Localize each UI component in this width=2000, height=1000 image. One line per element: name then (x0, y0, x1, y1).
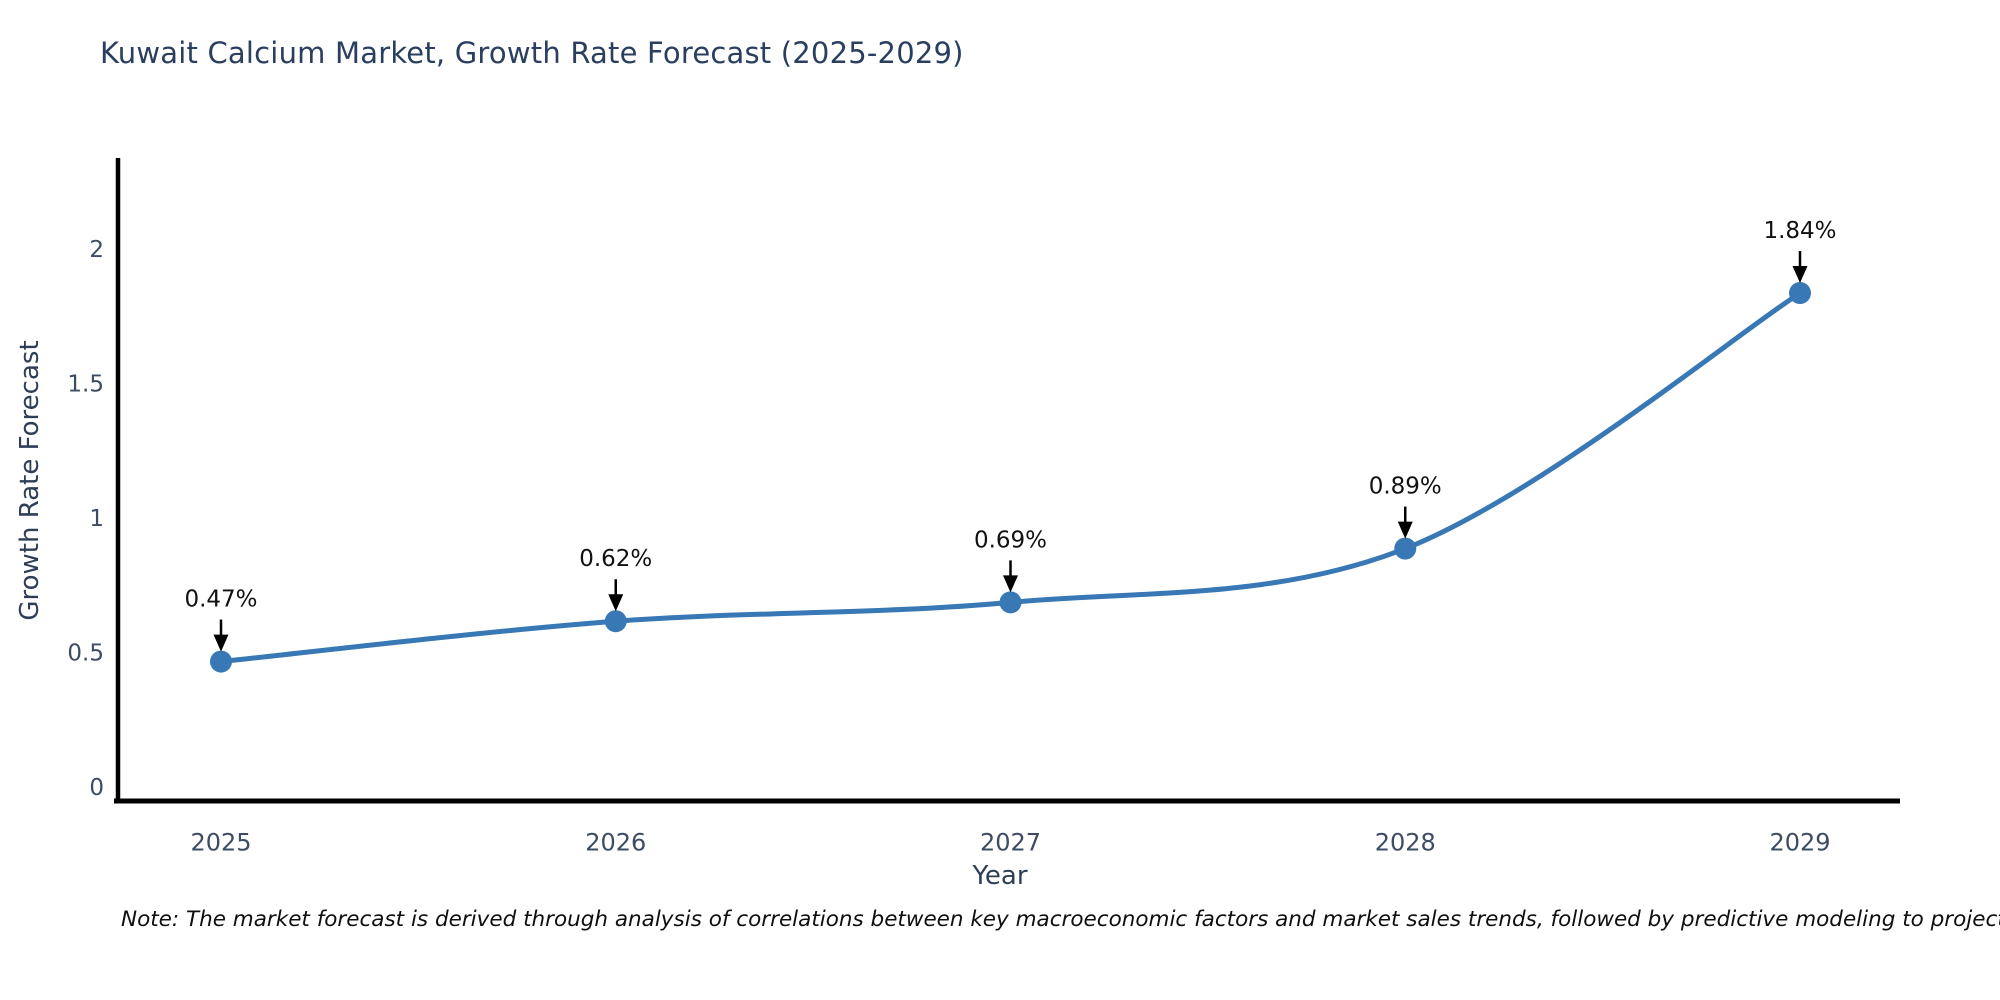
data-point-label: 0.62% (579, 546, 652, 572)
data-point-label: 1.84% (1763, 218, 1836, 244)
annotation-arrow-head (608, 594, 624, 612)
x-tick-label: 2029 (1769, 829, 1830, 857)
y-tick-label: 1 (89, 506, 104, 532)
data-point-marker (604, 610, 627, 633)
y-tick-label: 0.5 (67, 641, 104, 667)
annotation-arrow-head (1792, 266, 1808, 284)
annotation-arrow-head (1003, 575, 1018, 593)
chart-footnote: Note: The market forecast is derived thr… (121, 907, 2000, 932)
chart-title: Kuwait Calcium Market, Growth Rate Forec… (100, 36, 964, 70)
data-point-label: 0.89% (1369, 474, 1442, 500)
data-point-marker (1789, 282, 1811, 305)
y-tick-label: 0 (89, 775, 104, 801)
data-point-marker (1394, 537, 1417, 560)
data-point-marker (210, 650, 232, 673)
annotation-arrow-head (1397, 521, 1413, 539)
data-point-label: 0.47% (184, 587, 257, 613)
data-point-label: 0.69% (974, 527, 1047, 553)
x-tick-label: 2026 (585, 829, 646, 857)
x-axis-title: Year (971, 861, 1027, 891)
y-tick-label: 1.5 (67, 372, 104, 398)
x-tick-label: 2027 (980, 829, 1041, 857)
x-tick-label: 2028 (1375, 829, 1436, 857)
y-axis-title: Growth Rate Forecast (15, 340, 45, 620)
y-tick-label: 2 (89, 237, 104, 263)
annotation-arrow-head (213, 634, 229, 652)
x-tick-label: 2025 (190, 829, 251, 857)
data-point-marker (999, 591, 1022, 614)
